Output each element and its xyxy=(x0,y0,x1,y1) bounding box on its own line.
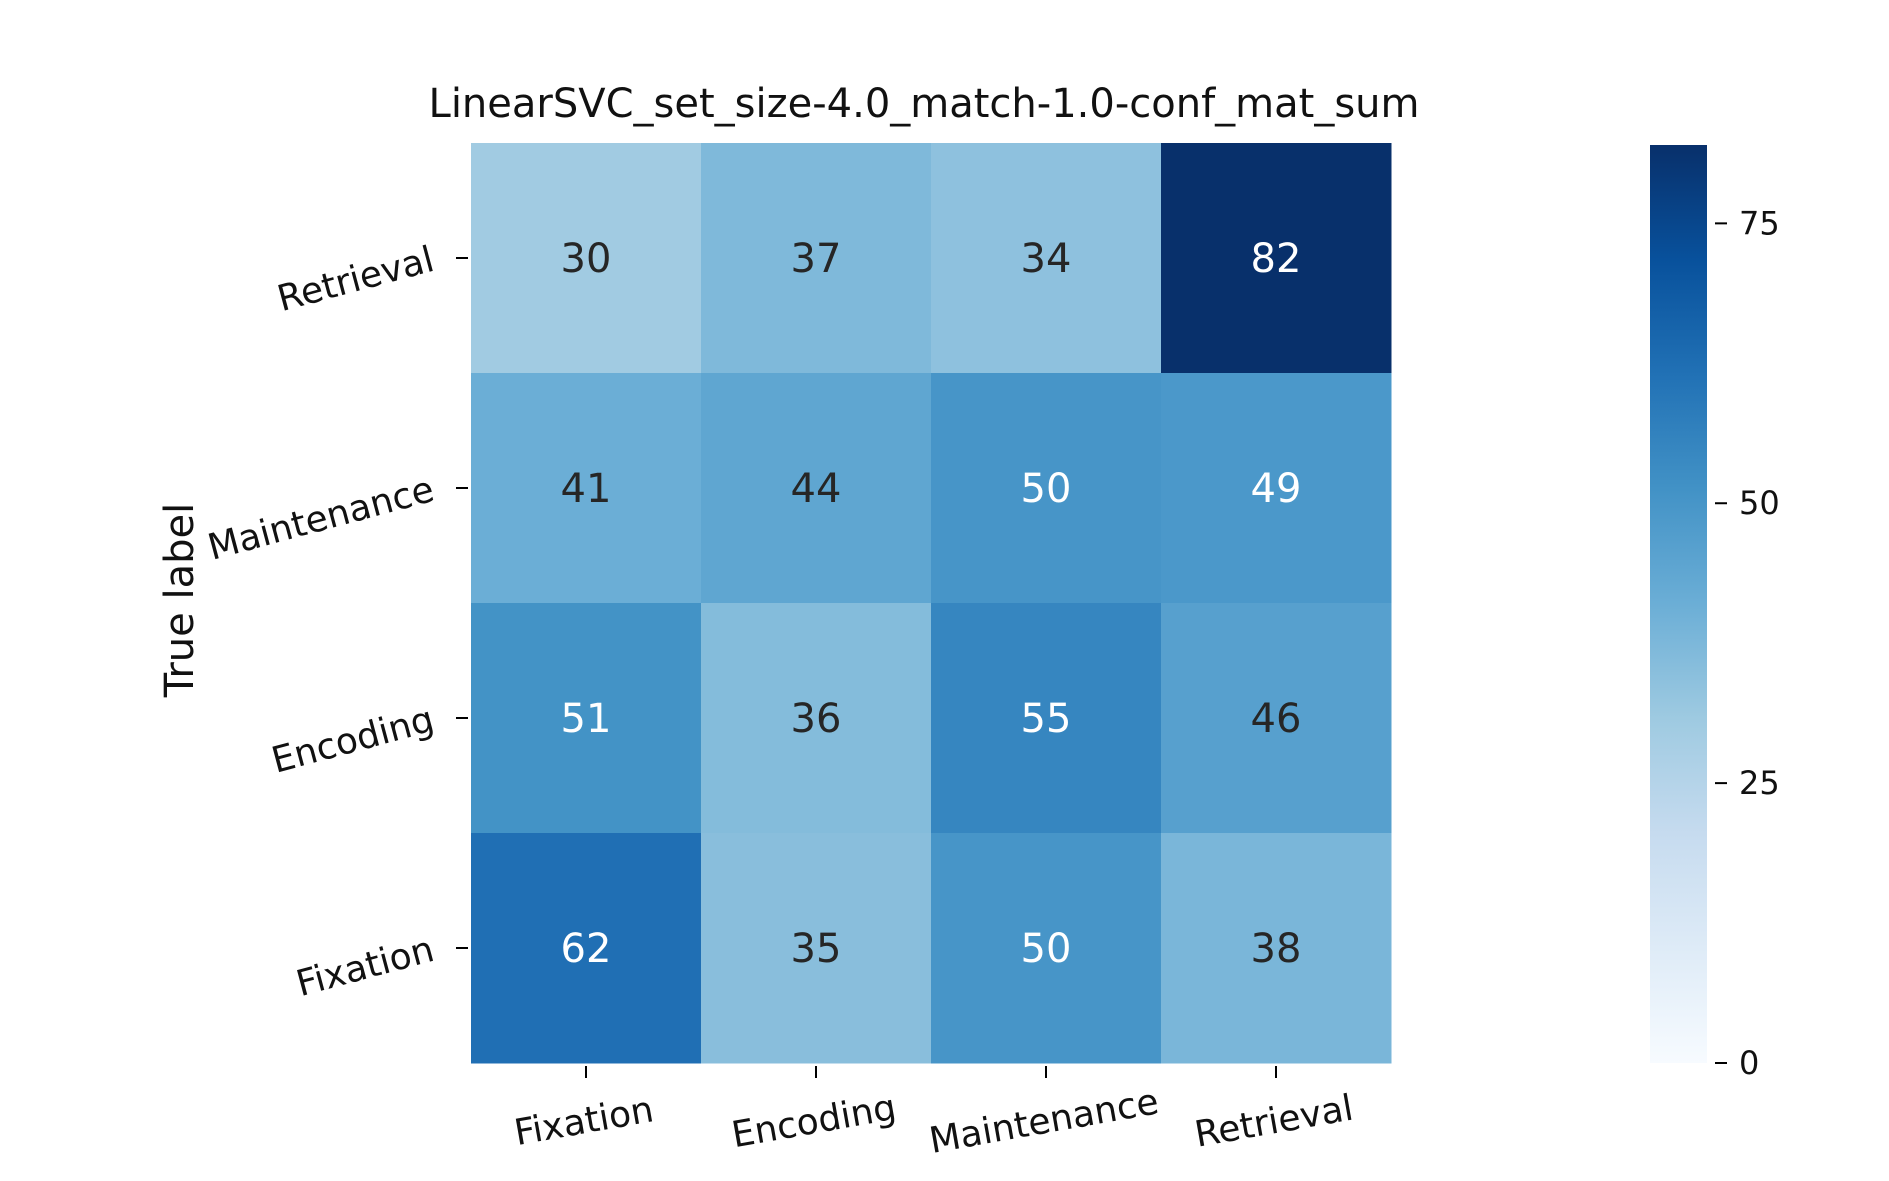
cell-value-label: 82 xyxy=(1251,236,1302,282)
heatmap-grid: 30 37 34 82 41 44 50 49 51 36 55 46 62 35 50 38 xyxy=(471,143,1392,1064)
cell-value-label: 50 xyxy=(1021,466,1072,512)
colorbar-tick-label: 25 xyxy=(1739,764,1780,802)
heatmap-cell xyxy=(931,603,1162,834)
heatmap-cell xyxy=(1161,143,1392,374)
cell-value-label: 51 xyxy=(561,696,612,742)
colorbar-tick-label: 50 xyxy=(1739,484,1780,522)
y-tick-label: Fixation xyxy=(292,929,438,1005)
chart-title: LinearSVC_set_size-4.0_match-1.0-conf_ma… xyxy=(429,81,1420,127)
x-axis: Fixation Encoding Maintenance Retrieval xyxy=(511,1066,1356,1162)
heatmap-cell xyxy=(931,143,1162,374)
colorbar-tick-label: 0 xyxy=(1739,1044,1759,1082)
cell-value-label: 62 xyxy=(561,926,612,972)
heatmap-cell xyxy=(471,833,702,1064)
y-axis-label: True label xyxy=(157,503,203,698)
cell-value-label: 55 xyxy=(1021,696,1072,742)
cell-value-label: 38 xyxy=(1251,926,1302,972)
cell-value-label: 44 xyxy=(791,466,842,512)
heatmap-cell xyxy=(471,143,702,374)
cell-value-label: 30 xyxy=(561,236,612,282)
y-tick-label: Maintenance xyxy=(204,469,439,569)
y-axis: Retrieval Maintenance Encoding Fixation xyxy=(204,239,468,1005)
heatmap-cell xyxy=(701,373,932,604)
y-tick-label: Retrieval xyxy=(273,239,438,320)
heatmap-cell xyxy=(1161,603,1392,834)
x-tick-label: Retrieval xyxy=(1192,1088,1357,1156)
cell-value-label: 41 xyxy=(561,466,612,512)
heatmap-cell xyxy=(1161,373,1392,604)
heatmap-cell xyxy=(701,603,932,834)
x-tick-label: Maintenance xyxy=(926,1081,1161,1162)
cell-value-label: 49 xyxy=(1251,466,1302,512)
cell-value-label: 35 xyxy=(791,926,842,972)
colorbar xyxy=(1650,145,1707,1063)
heatmap-cell xyxy=(701,833,932,1064)
cell-value-label: 50 xyxy=(1021,926,1072,972)
cell-value-label: 34 xyxy=(1021,236,1072,282)
x-tick-label: Encoding xyxy=(729,1087,900,1156)
heatmap-cell xyxy=(701,143,932,374)
heatmap-cell xyxy=(931,833,1162,1064)
colorbar-tick-label: 75 xyxy=(1739,204,1780,242)
cell-value-label: 46 xyxy=(1251,696,1302,742)
heatmap-cell xyxy=(931,373,1162,604)
cell-value-label: 36 xyxy=(791,696,842,742)
cell-value-label: 37 xyxy=(791,236,842,282)
heatmap-cell xyxy=(471,603,702,834)
heatmap-cell xyxy=(1161,833,1392,1064)
y-tick-label: Encoding xyxy=(267,699,438,782)
colorbar-axis: 0 25 50 75 xyxy=(1715,204,1780,1082)
x-tick-label: Fixation xyxy=(511,1089,656,1154)
heatmap-cell xyxy=(471,373,702,604)
